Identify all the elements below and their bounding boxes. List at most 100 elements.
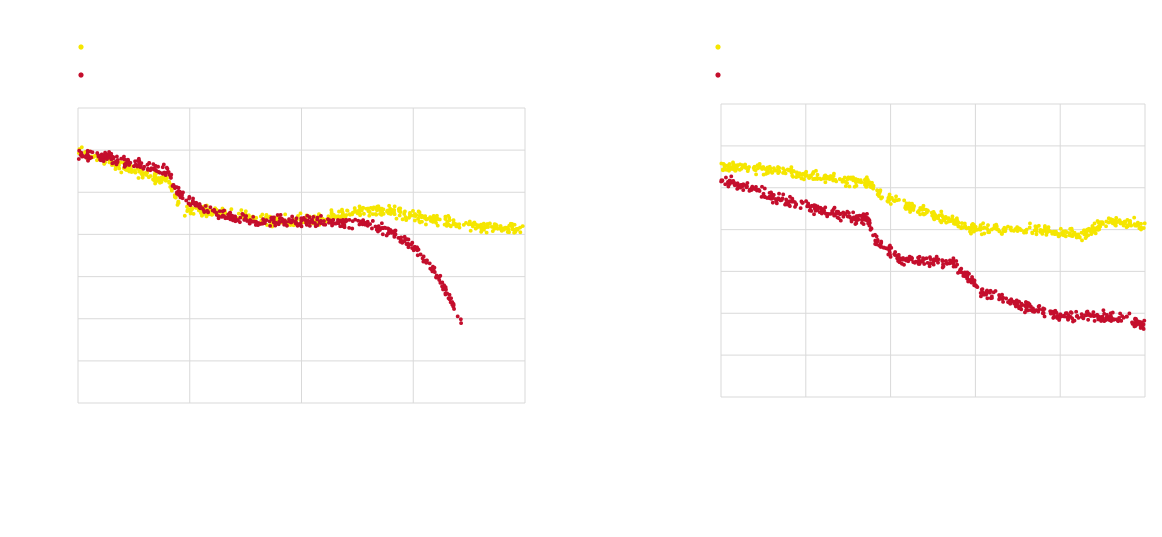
data-point: [370, 212, 375, 217]
data-point: [217, 209, 222, 214]
data-point: [847, 184, 852, 189]
data-point: [853, 177, 858, 181]
data-point: [95, 151, 100, 155]
data-point: [832, 212, 836, 217]
data-point: [864, 215, 869, 220]
data-point: [853, 222, 858, 226]
data-point: [1132, 215, 1137, 220]
data-point: [1141, 327, 1146, 331]
data-point: [511, 222, 516, 227]
data-point: [959, 266, 964, 271]
data-point: [907, 254, 912, 259]
data-point: [871, 183, 876, 188]
data-point: [834, 209, 839, 214]
data-point: [421, 254, 426, 259]
data-point: [492, 222, 497, 227]
data-point: [1028, 221, 1032, 226]
data-point: [392, 204, 397, 209]
data-point: [759, 194, 764, 199]
data-point: [440, 280, 445, 285]
data-point: [85, 148, 90, 153]
data-point: [1034, 308, 1039, 313]
data-point: [789, 165, 794, 170]
data-point: [1120, 314, 1125, 318]
data-point: [389, 209, 394, 214]
data-point: [1135, 220, 1140, 225]
data-point: [398, 210, 403, 214]
data-point: [997, 293, 1002, 297]
data-point: [1027, 225, 1032, 230]
series-points: [719, 174, 1147, 331]
data-point: [1033, 224, 1038, 229]
data-point: [285, 223, 289, 228]
data-point: [105, 157, 109, 162]
data-point: [1092, 319, 1097, 323]
data-point: [719, 178, 724, 183]
data-point: [307, 224, 312, 228]
data-point: [417, 213, 422, 218]
data-point: [1128, 222, 1132, 227]
data-point: [770, 200, 775, 205]
data-point: [838, 212, 842, 217]
data-point: [985, 296, 990, 301]
data-point: [788, 194, 792, 199]
legend-marker: [715, 72, 721, 78]
data-point: [455, 314, 460, 319]
data-point: [939, 209, 944, 214]
data-point: [1104, 224, 1108, 229]
data-point: [767, 164, 772, 169]
data-point: [773, 197, 778, 201]
data-point: [939, 220, 944, 225]
data-point: [1000, 292, 1004, 297]
data-point: [244, 214, 249, 218]
data-point: [243, 209, 248, 214]
data-point: [516, 226, 520, 231]
data-point: [896, 258, 901, 263]
data-point: [1066, 317, 1070, 322]
data-point: [867, 223, 872, 228]
data-point: [865, 184, 869, 189]
data-point: [954, 216, 959, 221]
data-point: [449, 296, 453, 301]
data-point: [368, 222, 372, 227]
data-point: [367, 210, 372, 215]
data-point: [408, 213, 413, 217]
data-point: [1022, 229, 1027, 234]
data-point: [298, 211, 303, 216]
data-point: [326, 214, 331, 219]
data-point: [1082, 228, 1086, 233]
data-point: [1139, 221, 1143, 226]
data-point: [970, 222, 975, 226]
data-point: [984, 226, 989, 231]
data-point: [830, 209, 835, 213]
data-point: [416, 216, 421, 221]
data-point: [325, 217, 330, 222]
data-point: [1044, 232, 1049, 237]
data-point: [468, 228, 473, 233]
data-point: [896, 253, 901, 258]
data-point: [76, 157, 81, 161]
data-point: [726, 184, 731, 189]
data-point: [805, 173, 809, 178]
data-point: [984, 289, 989, 294]
right-chart-panel: [640, 0, 1162, 537]
data-point: [92, 154, 97, 159]
data-point: [412, 218, 417, 223]
data-point: [1113, 223, 1118, 228]
data-point: [391, 229, 396, 234]
data-point: [254, 215, 259, 220]
grid: [720, 103, 1146, 398]
data-point: [85, 152, 90, 157]
data-point: [461, 222, 466, 227]
data-point: [874, 234, 879, 239]
data-point: [769, 192, 774, 196]
data-point: [277, 216, 282, 221]
data-point: [498, 224, 503, 228]
data-point: [799, 199, 804, 204]
data-point: [423, 214, 428, 219]
data-point: [441, 286, 446, 291]
data-point: [942, 217, 947, 222]
data-point: [435, 223, 440, 228]
data-point: [319, 221, 323, 226]
data-point: [425, 258, 429, 263]
